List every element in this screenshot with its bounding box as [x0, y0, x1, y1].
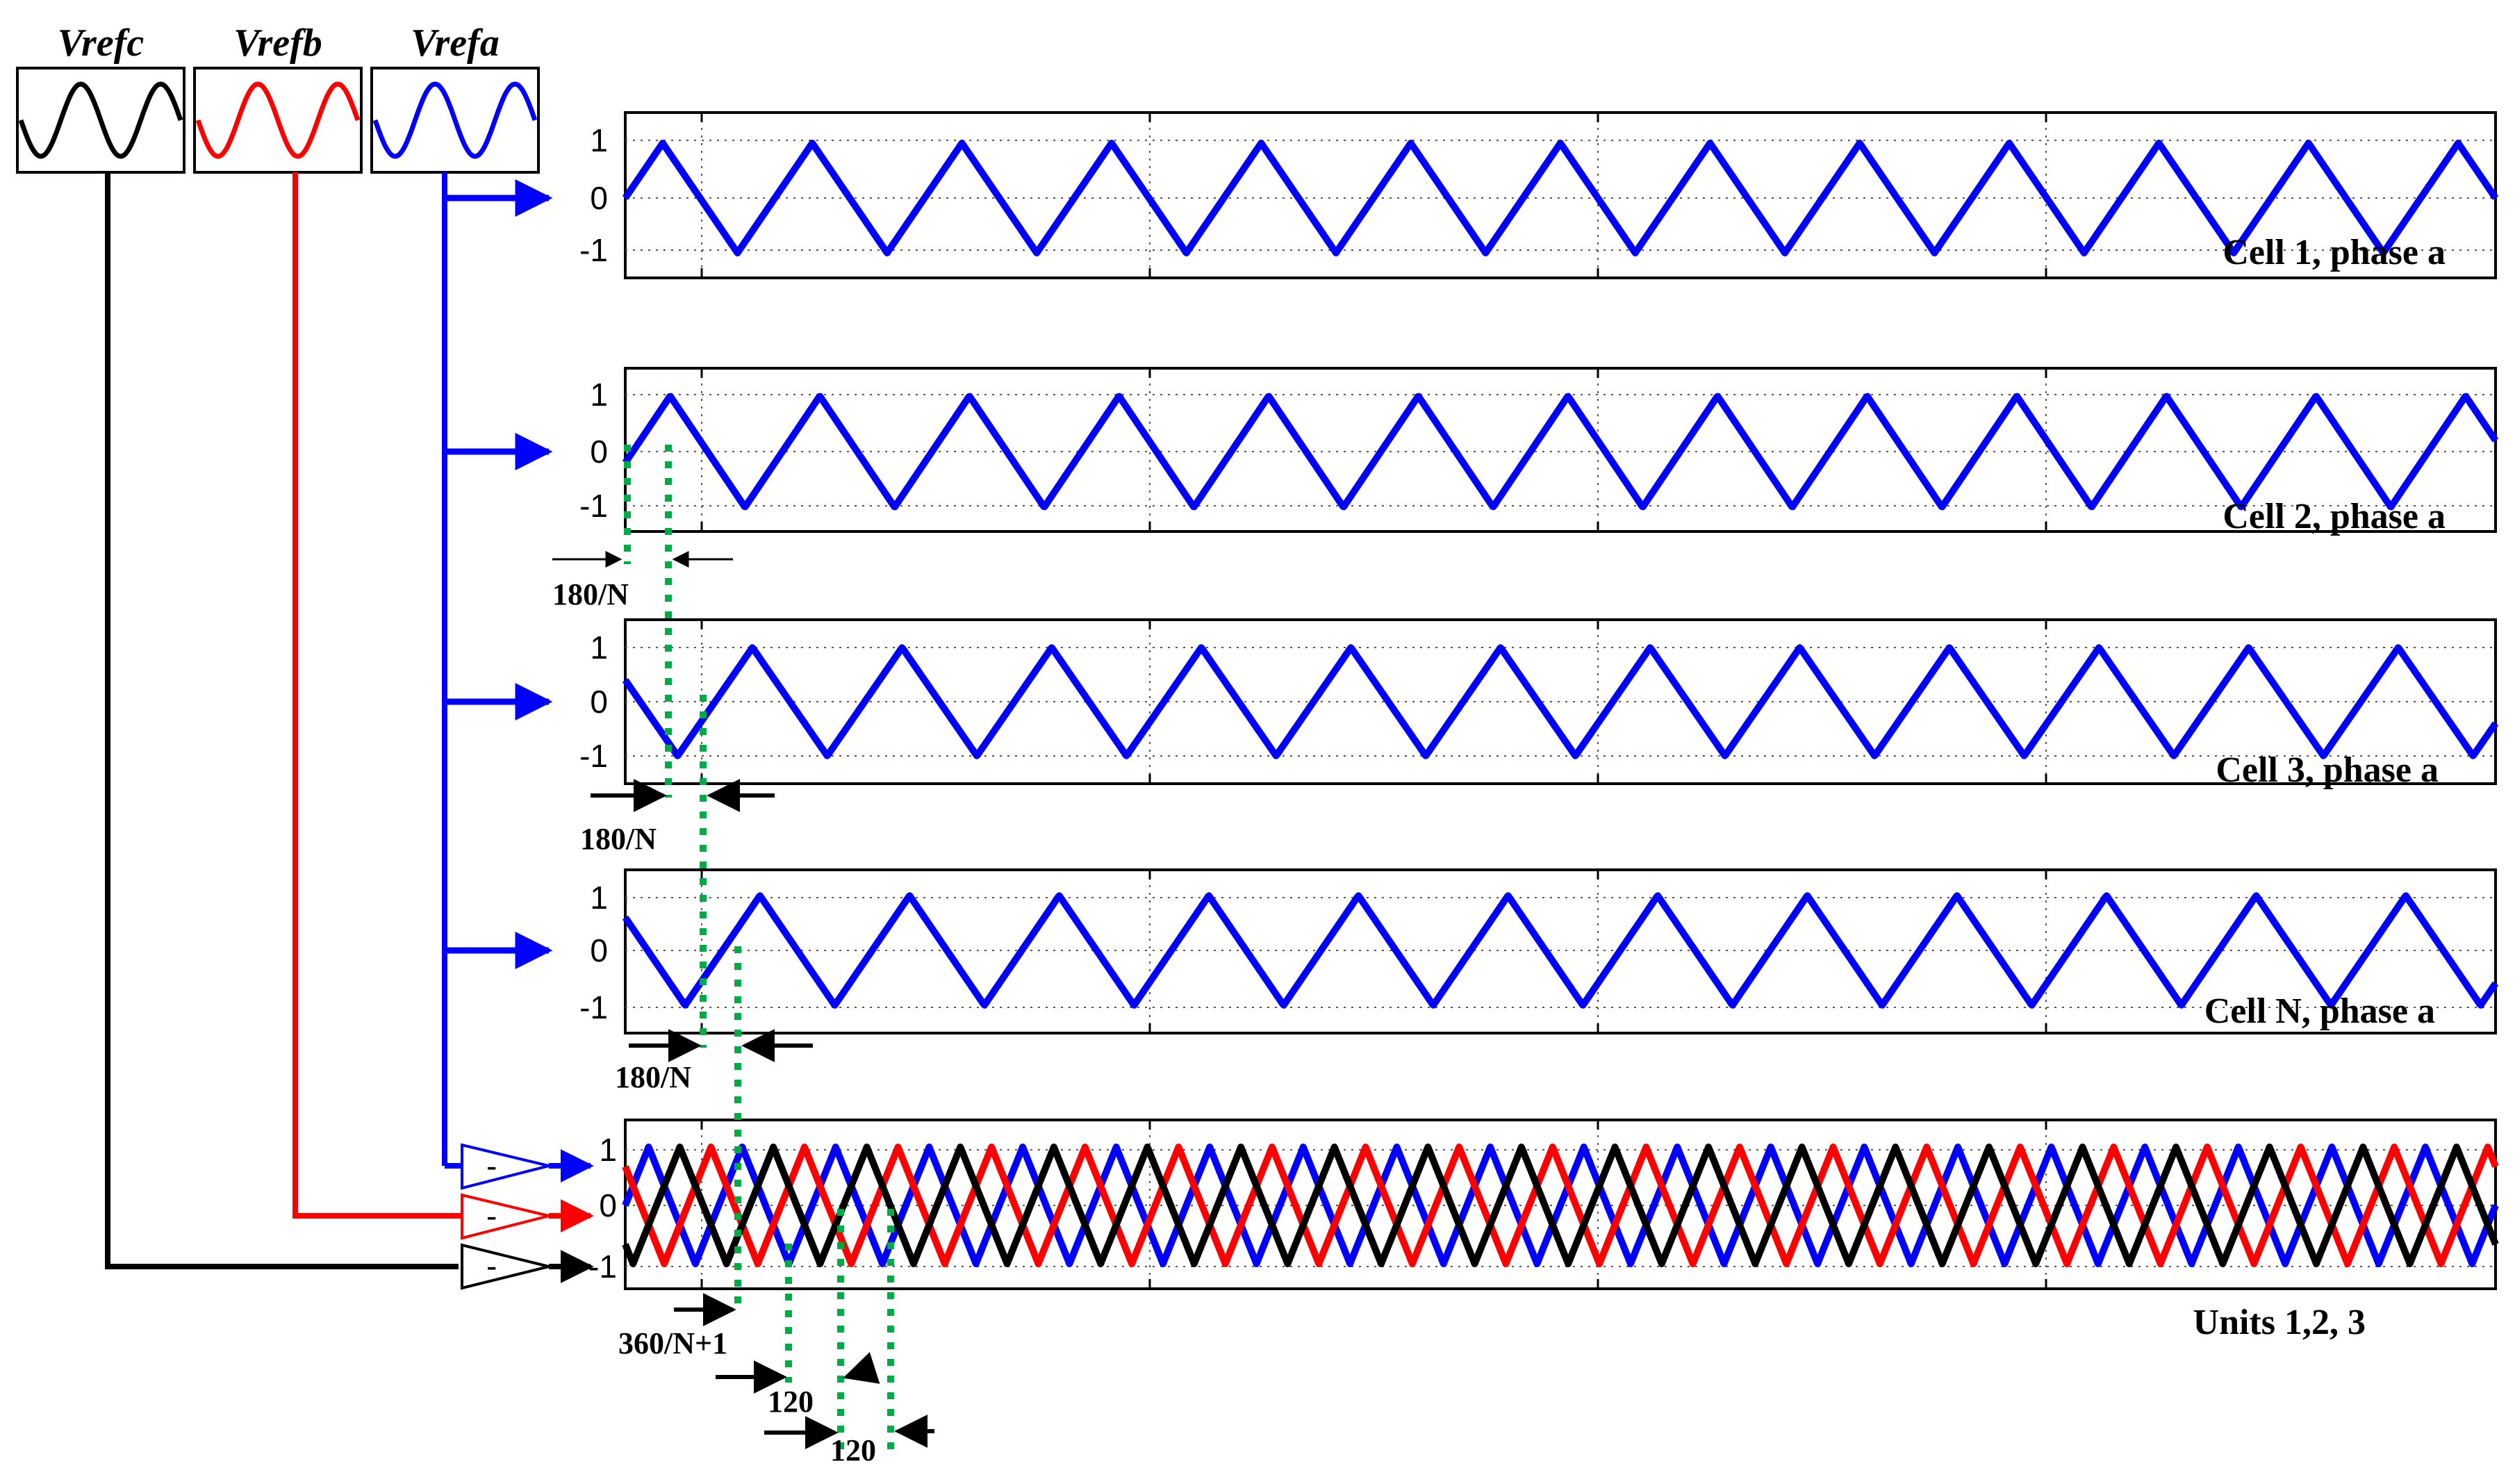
amplifier-b-label: -: [486, 1198, 497, 1234]
carrier-wave-2: [622, 1144, 2499, 1267]
reference-box-a: Vrefa: [370, 22, 540, 174]
panel-caption: Cell 3, phase a: [2216, 750, 2439, 790]
label-shift-120-second: 120: [830, 1433, 876, 1467]
amplifiers: - - -: [461, 1143, 594, 1290]
label-shift-cell2: 180/N: [552, 577, 629, 611]
ref-frame-b: [193, 67, 363, 174]
y-tick-label: -1: [588, 1248, 617, 1285]
label-shift-cell3: 180/N: [580, 822, 657, 856]
carrier-wave-1: [622, 140, 2499, 256]
wire-b: [292, 172, 462, 1219]
alignment-guides: [624, 445, 894, 1456]
y-tick-label: -1: [579, 989, 608, 1025]
shift-arrow-120a-right: [843, 1352, 880, 1384]
amplifier-a: [461, 1143, 550, 1190]
ref-frame-c: [16, 67, 185, 174]
sine-wave-a: [372, 81, 538, 159]
panel-caption: Cell 2, phase a: [2223, 497, 2446, 536]
carrier-wave-1: [622, 1144, 2499, 1267]
panel-caption: Cell 1, phase a: [2223, 233, 2446, 272]
panel-frame: [624, 868, 2497, 1034]
label-shift-cellN: 180/N: [615, 1060, 691, 1094]
carrier-wave-1: [622, 892, 2499, 1009]
label-shift-units: 360/N+1: [618, 1326, 727, 1360]
panel-caption: Cell N, phase a: [2204, 991, 2435, 1031]
carrier-wave-1: [622, 644, 2499, 759]
y-tick-label: 0: [599, 1187, 617, 1223]
plot-panel-2: 1 0 -1 Cell 2, phase a: [579, 367, 2499, 536]
y-tick-label: -1: [579, 488, 608, 524]
wiring: [105, 172, 553, 1269]
amplifier-c-label: -: [486, 1248, 497, 1284]
ref-title-b: Vrefb: [233, 22, 322, 65]
y-tick-label: 0: [590, 932, 608, 968]
y-tick-label: 0: [590, 180, 608, 216]
amplifier-b: [461, 1193, 550, 1240]
y-tick-label: 1: [590, 377, 608, 413]
plot-panel-1: 1 0 -1 Cell 1, phase a: [579, 111, 2499, 279]
plot-panel-4: 1 0 -1 Cell N, phase a: [579, 868, 2499, 1034]
sine-wave-c: [18, 81, 183, 159]
y-tick-label: -1: [579, 738, 608, 774]
panel-frame: [624, 367, 2497, 533]
ref-frame-a: [370, 67, 540, 174]
reference-box-c: Vrefc: [16, 22, 185, 174]
panel-caption: Units 1,2, 3: [2193, 1303, 2366, 1342]
y-tick-label: 1: [590, 880, 608, 916]
reference-box-b: Vrefb: [193, 22, 363, 174]
carrier-wave-1: [622, 393, 2499, 511]
y-tick-label: 1: [590, 629, 608, 666]
plot-panel-5: 1 0 -1 Units 1,2, 3: [588, 1119, 2499, 1342]
ref-title-c: Vrefc: [58, 22, 145, 65]
y-tick-label: 0: [590, 434, 608, 470]
wire-c: [105, 172, 459, 1269]
plot-panel-3: 1 0 -1 Cell 3, phase a: [579, 618, 2499, 790]
amplifier-a-label: -: [486, 1148, 497, 1184]
shift-arrows: [552, 551, 934, 1449]
y-tick-label: 1: [599, 1132, 617, 1168]
plot-panels: 1 0 -1 Cell 1, phase a 1 0 -1 Cell 2, phase a 1 0…: [579, 111, 2499, 1342]
y-tick-label: 1: [590, 122, 608, 158]
ref-title-a: Vrefa: [411, 22, 500, 65]
amplifier-c: [461, 1243, 550, 1290]
panel-frame: [624, 111, 2497, 279]
y-tick-label: 0: [590, 684, 608, 720]
carrier-wave-3: [622, 1144, 2499, 1267]
sine-wave-b: [195, 81, 361, 159]
y-tick-label: -1: [579, 232, 608, 268]
label-shift-120-first: 120: [768, 1385, 814, 1419]
